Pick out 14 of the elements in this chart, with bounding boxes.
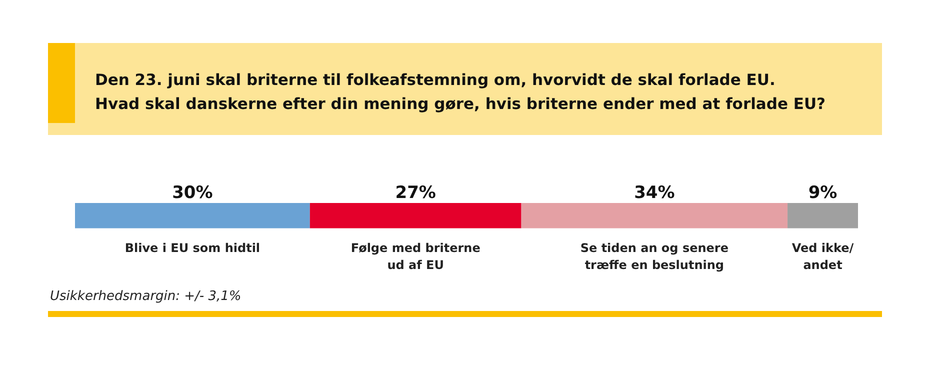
chart-title: Den 23. juni skal briterne til folkeafstemning om, hvorvidt de skal forlade EU. Hvad skal danskerne efter din mening gøre, hvis briterne ender med at forlade EU? [95,70,827,115]
bar [521,203,788,228]
series-label: Følge med briterne ud af EU [350,241,480,272]
data-label: 30% [172,183,213,203]
data-label: 9% [808,183,838,203]
bar [75,203,310,228]
series-label: Blive i EU som hidtil [124,241,260,256]
text: Usikkerhedsmargin: +/- 3,1% [50,289,242,304]
bar [310,203,522,228]
data-label: 34% [634,183,675,203]
series-label: Se tiden an og senere træffe en beslutning [580,241,728,272]
series-label: Ved ikke/ andet [792,241,854,272]
data-label: 27% [395,183,436,203]
bar [788,203,858,228]
